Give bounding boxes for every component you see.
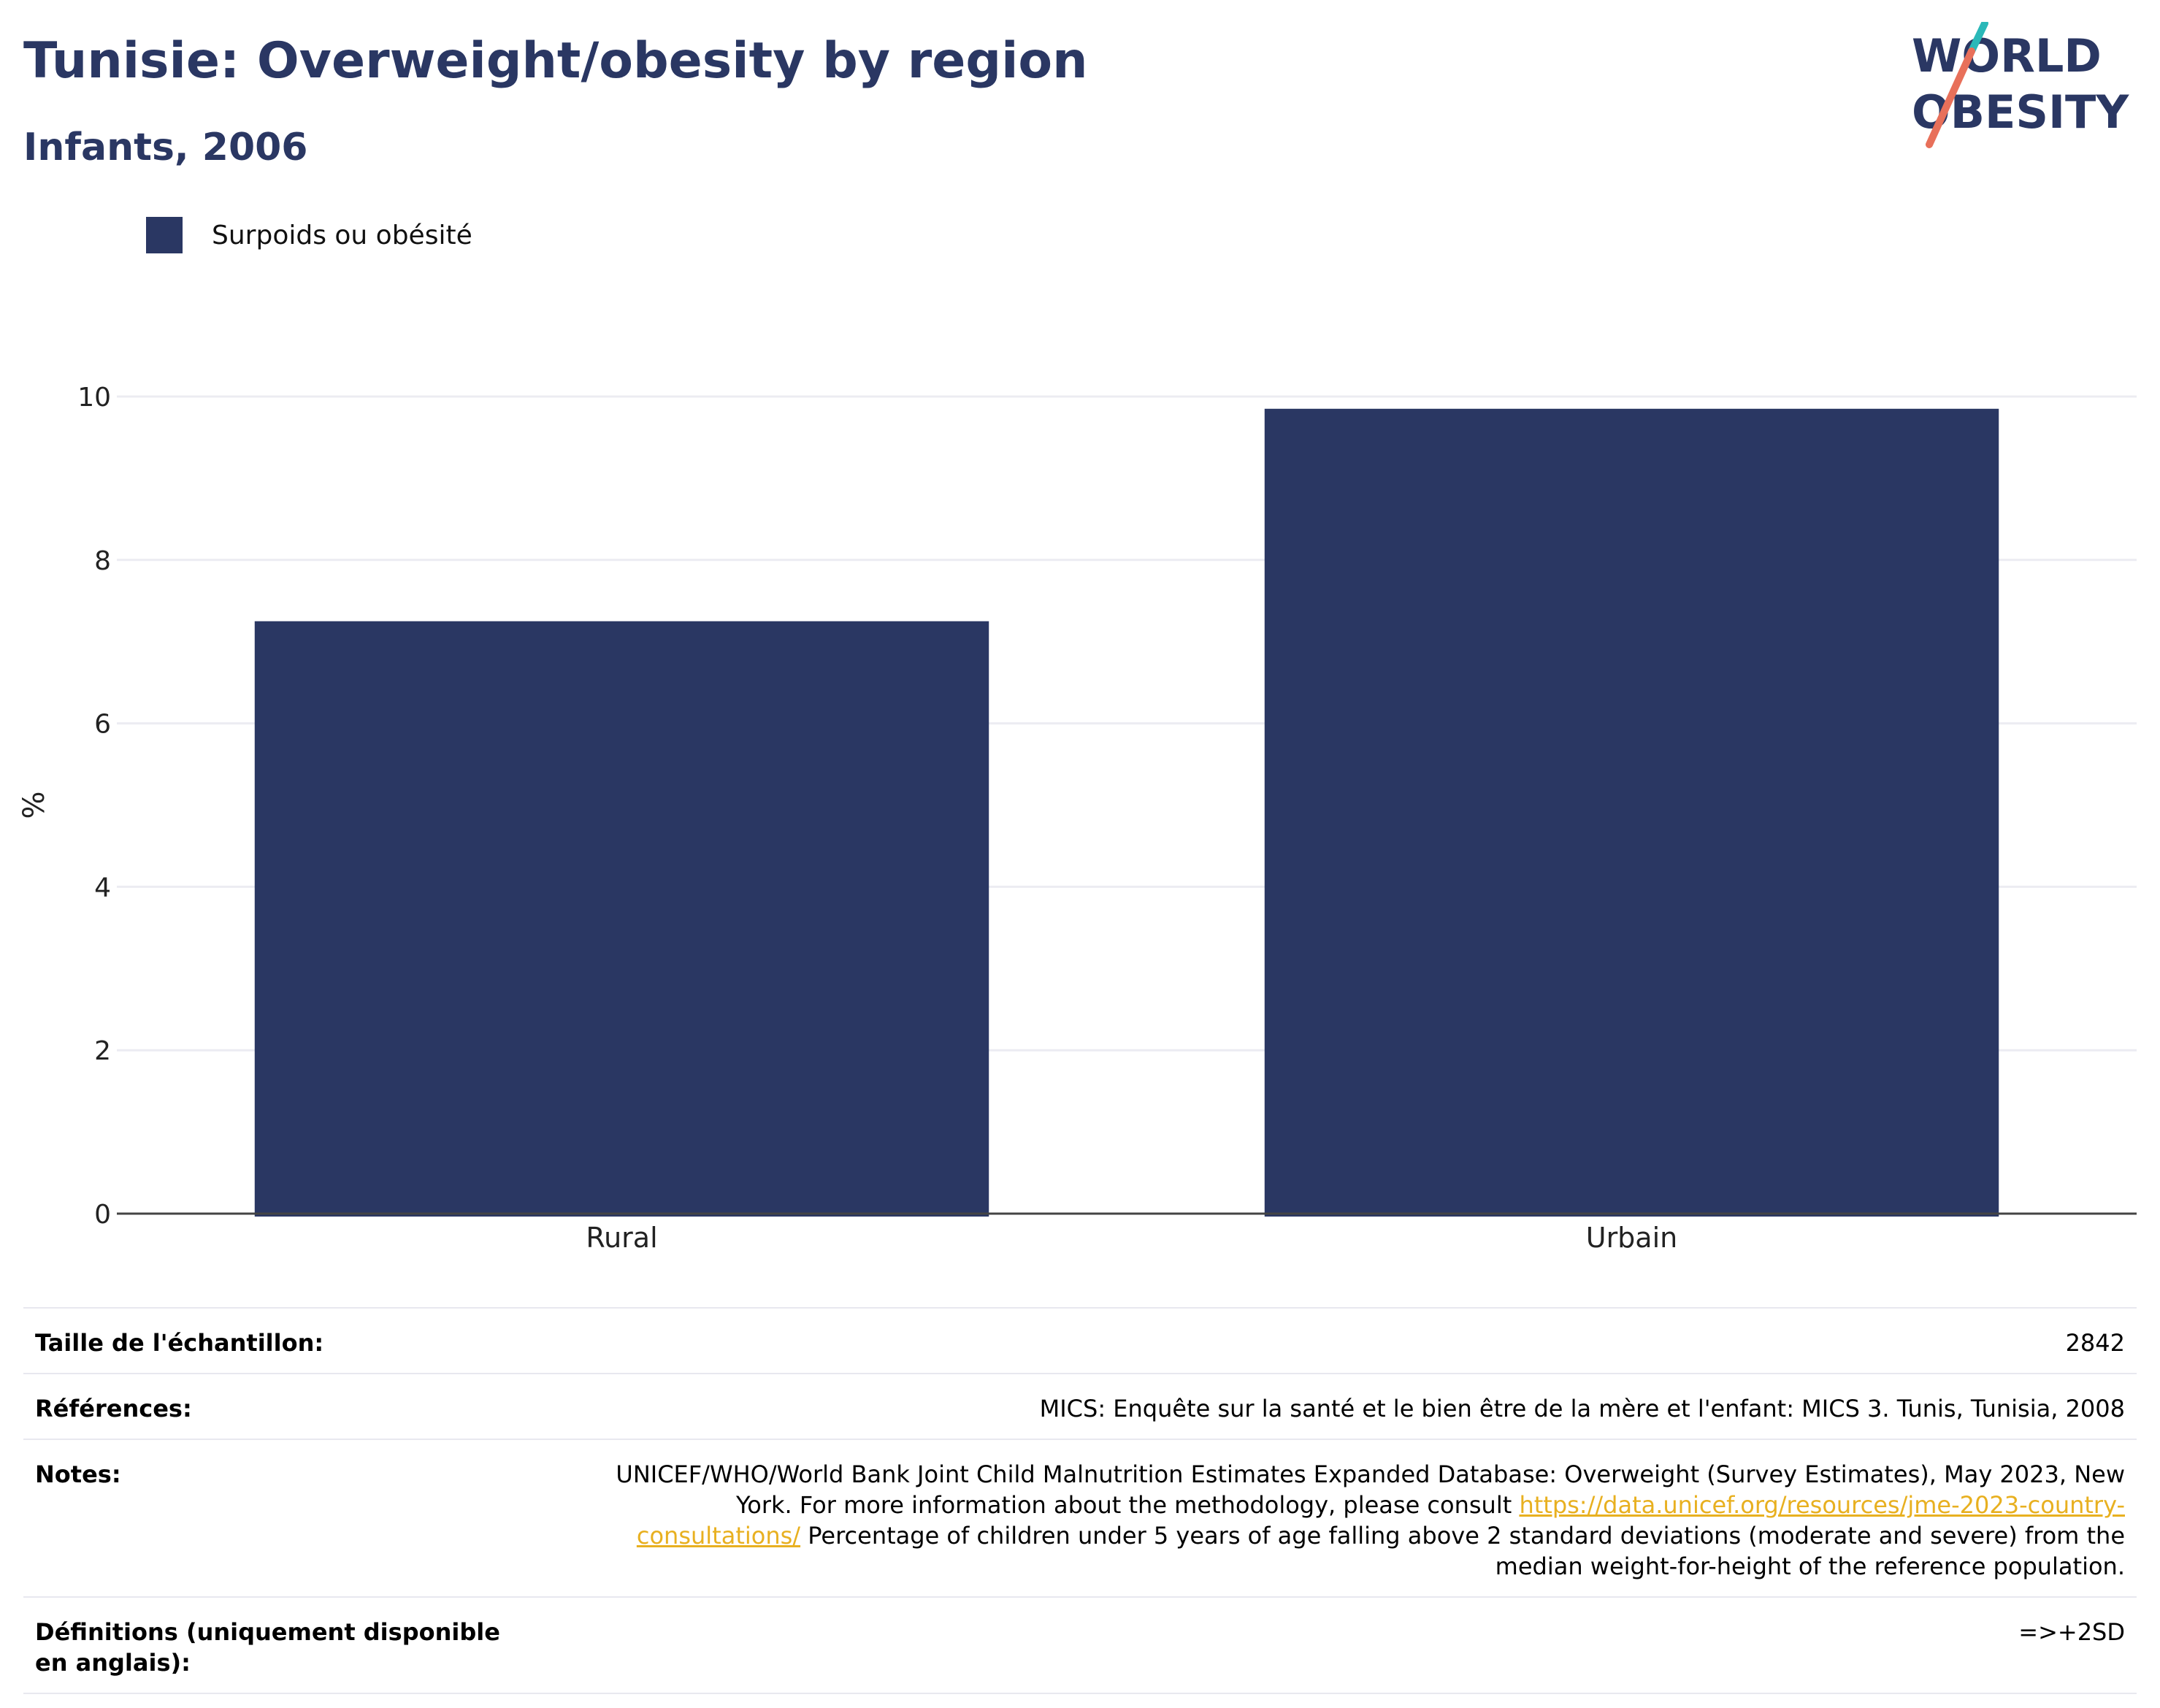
logo-text-world: WORLD <box>1912 29 2102 83</box>
info-row-definitions: Définitions (uniquement disponible en an… <box>23 1596 2137 1694</box>
info-table: Taille de l'échantillon: 2842 Références… <box>23 1307 2137 1694</box>
info-row-references: Références: MICS: Enquête sur la santé e… <box>23 1373 2137 1439</box>
legend-swatch[interactable] <box>146 217 183 253</box>
notes-value: UNICEF/WHO/World Bank Joint Child Malnut… <box>591 1459 2125 1582</box>
y-tick-label: 2 <box>94 1036 111 1066</box>
definitions-label: Définitions (uniquement disponible en an… <box>35 1618 500 1677</box>
y-tick-label: 8 <box>94 546 111 576</box>
notes-text-1: UNICEF/WHO/World Bank Joint Child Malnut… <box>616 1460 2125 1519</box>
definitions-value: =>+2SD <box>2018 1618 2125 1646</box>
logo-slash-coral <box>1926 47 1975 148</box>
x-tick-label: Rural <box>586 1222 657 1254</box>
bar-urbain <box>1264 408 1999 1217</box>
legend: Surpoids ou obésité <box>146 216 472 254</box>
info-row-sample: Taille de l'échantillon: 2842 <box>23 1307 2137 1373</box>
x-tick-label: Urbain <box>1586 1222 1678 1254</box>
references-label: Références: <box>35 1395 192 1422</box>
logo-slash-teal <box>1968 22 1988 55</box>
y-tick-label: 10 <box>77 383 111 413</box>
sample-value: 2842 <box>2065 1329 2125 1357</box>
sample-label: Taille de l'échantillon: <box>35 1329 324 1357</box>
legend-label[interactable]: Surpoids ou obésité <box>212 220 472 250</box>
y-axis-label: % <box>18 791 51 819</box>
notes-label: Notes: <box>35 1460 121 1488</box>
y-tick-label: 0 <box>94 1200 111 1230</box>
y-tick-label: 6 <box>94 710 111 740</box>
y-tick-label: 4 <box>94 873 111 903</box>
world-obesity-logo: WORLD OBESITY <box>1912 22 2129 148</box>
notes-text-2: Percentage of children under 5 years of … <box>800 1522 2125 1580</box>
bar-chart: 0 2 4 6 8 10 Rural Urbain% <box>18 383 2137 1254</box>
chart-title: Tunisie: Overweight/obesity by region <box>23 32 1088 90</box>
references-value: MICS: Enquête sur la santé et le bien êt… <box>1039 1395 2125 1422</box>
chart-subtitle: Infants, 2006 <box>23 126 308 169</box>
info-row-notes: Notes: UNICEF/WHO/World Bank Joint Child… <box>23 1439 2137 1596</box>
bar-rural <box>254 621 989 1217</box>
notes-link[interactable]: https://data.unicef.org/resources/jme-20… <box>636 1491 2125 1550</box>
